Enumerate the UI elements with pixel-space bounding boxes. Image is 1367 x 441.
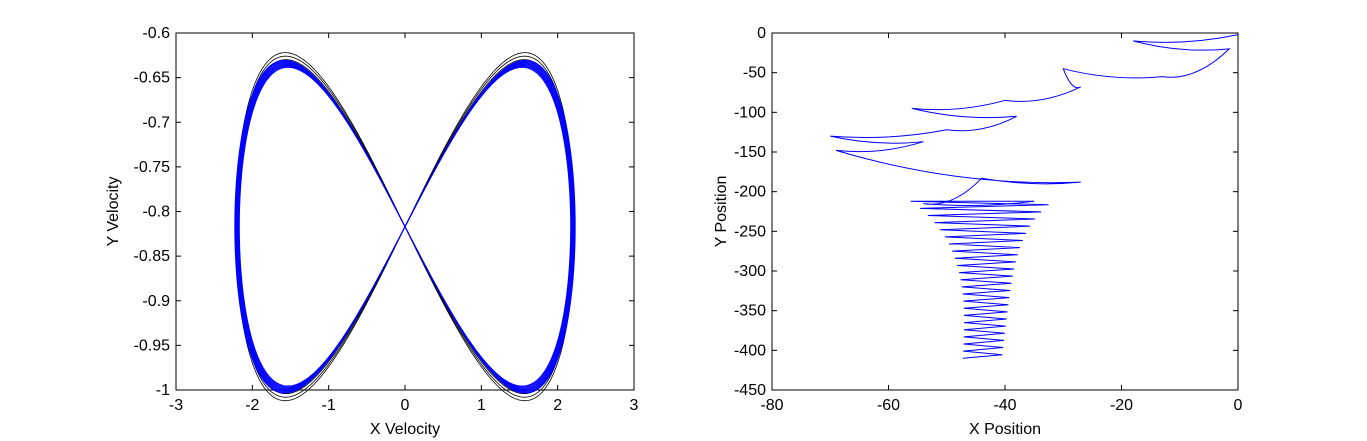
y-tick-label: -0.6: [142, 25, 170, 42]
y-tick-label: -1: [156, 382, 170, 399]
y-tick-label: 0: [757, 25, 766, 42]
velocity-curves: [234, 52, 576, 402]
y-tick-label: -50: [743, 65, 766, 82]
y-tick-label: -100: [734, 104, 766, 121]
y-velocity-axis-label: Y Velocity: [105, 177, 122, 247]
y-position-axis-label: Y Position: [713, 176, 730, 248]
x-velocity-axis-label: X Velocity: [370, 421, 440, 438]
y-tick-label: -0.65: [134, 70, 171, 87]
x-tick-label: 3: [630, 397, 639, 414]
x-tick-label: 1: [477, 397, 486, 414]
y-tick-label: -0.95: [134, 337, 171, 354]
x-tick-label: 2: [553, 397, 562, 414]
limit-cycle-orbit: [234, 59, 576, 394]
y-tick-label: -150: [734, 144, 766, 161]
position-ticks: -80 -60 -40 -20 0-450-400-350-300-250-200-15…: [734, 25, 1243, 414]
y-tick-label: -0.75: [134, 159, 171, 176]
velocity-ticks: -3 -2 -1 0 1 2 3 -1 -0.95 -0.9 -0.85 -0.8 -0.75 -0.7 -…: [134, 25, 639, 414]
y-tick-label: -400: [734, 342, 766, 359]
x-tick-label: -2: [245, 397, 259, 414]
y-tick-label: -0.8: [142, 204, 170, 221]
x-tick-label: -1: [322, 397, 336, 414]
velocity-phase-plot: -3 -2 -1 0 1 2 3 -1 -0.95 -0.9 -0.85 -0.8 -0.75 -0.7 -…: [105, 25, 639, 438]
y-tick-label: -450: [734, 382, 766, 399]
y-tick-label: -200: [734, 184, 766, 201]
position-trajectory: [830, 34, 1239, 359]
y-tick-label: -250: [734, 223, 766, 240]
trajectory-loops: [830, 34, 1239, 206]
x-tick-label: -80: [760, 397, 783, 414]
x-tick-label: -20: [1110, 397, 1133, 414]
y-tick-label: -300: [734, 263, 766, 280]
x-tick-label: -60: [877, 397, 900, 414]
y-tick-label: -350: [734, 303, 766, 320]
x-tick-label: -3: [169, 397, 183, 414]
velocity-axes-box: [175, 32, 635, 391]
position-trajectory-plot: -80 -60 -40 -20 0-450-400-350-300-250-200-15…: [713, 25, 1243, 438]
y-tick-label: -0.7: [142, 114, 170, 131]
x-tick-label: 0: [1234, 397, 1243, 414]
x-tick-label: -40: [993, 397, 1016, 414]
y-tick-label: -0.9: [142, 293, 170, 310]
x-position-axis-label: X Position: [969, 421, 1041, 438]
x-tick-label: 0: [401, 397, 410, 414]
trajectory-stem: [910, 200, 1049, 359]
position-axes-box: [771, 32, 1239, 391]
y-tick-label: -0.85: [134, 248, 171, 265]
